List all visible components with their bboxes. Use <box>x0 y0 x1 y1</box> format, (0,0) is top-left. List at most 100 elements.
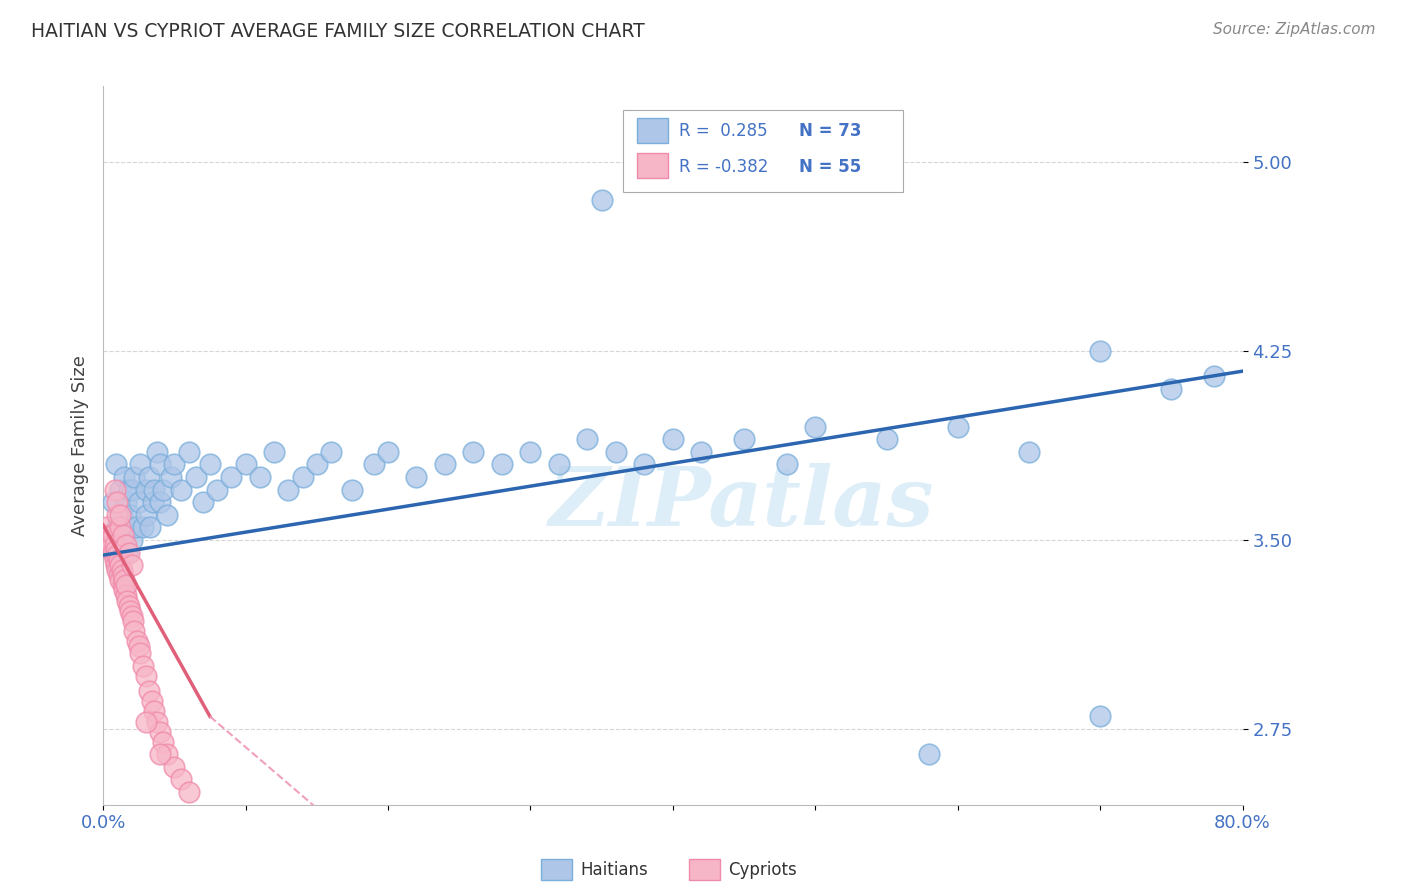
Point <box>605 445 627 459</box>
Point <box>121 608 143 623</box>
Point <box>110 520 132 534</box>
Point <box>149 747 172 762</box>
Point <box>876 432 898 446</box>
Point <box>110 558 132 573</box>
Point <box>1018 445 1040 459</box>
Point <box>277 483 299 497</box>
Point <box>111 563 134 577</box>
Point <box>918 747 941 762</box>
Text: Cypriots: Cypriots <box>728 861 797 879</box>
Point <box>105 563 128 577</box>
Point <box>221 470 243 484</box>
Point <box>135 508 157 522</box>
Point <box>107 553 129 567</box>
Point <box>104 543 127 558</box>
Point <box>305 458 328 472</box>
Point <box>115 538 138 552</box>
Point <box>124 470 146 484</box>
Point <box>120 508 142 522</box>
Point <box>96 520 118 534</box>
Point <box>156 508 179 522</box>
Point <box>103 553 125 567</box>
Point <box>198 458 221 472</box>
Point <box>118 520 141 534</box>
Point <box>548 458 571 472</box>
Point <box>105 520 128 534</box>
Point <box>104 558 127 573</box>
Point <box>146 714 169 729</box>
Point <box>405 470 427 484</box>
Point <box>100 538 122 552</box>
Text: HAITIAN VS CYPRIOT AVERAGE FAMILY SIZE CORRELATION CHART: HAITIAN VS CYPRIOT AVERAGE FAMILY SIZE C… <box>31 22 645 41</box>
Point <box>117 593 139 607</box>
Point <box>149 495 172 509</box>
Text: N = 55: N = 55 <box>799 158 860 176</box>
Point <box>576 432 599 446</box>
Point <box>115 589 138 603</box>
Point <box>235 458 257 472</box>
Point <box>112 578 135 592</box>
Point <box>249 470 271 484</box>
Point <box>122 614 145 628</box>
Point <box>135 669 157 683</box>
Point <box>291 470 314 484</box>
Point <box>118 483 141 497</box>
Point <box>433 458 456 472</box>
Point <box>263 445 285 459</box>
Point <box>141 694 163 708</box>
Text: Source: ZipAtlas.com: Source: ZipAtlas.com <box>1212 22 1375 37</box>
Point <box>319 445 342 459</box>
Point <box>149 458 172 472</box>
Point <box>128 639 150 653</box>
Point <box>1088 344 1111 359</box>
Point <box>114 583 136 598</box>
Point <box>146 445 169 459</box>
Point <box>101 546 124 560</box>
Point <box>342 483 364 497</box>
Point <box>152 734 174 748</box>
Point <box>804 419 827 434</box>
Point <box>103 538 125 552</box>
Y-axis label: Average Family Size: Average Family Size <box>72 355 89 536</box>
Point <box>1204 369 1226 384</box>
Point <box>135 714 157 729</box>
Point <box>105 508 128 522</box>
Point <box>1160 382 1182 396</box>
Point <box>152 483 174 497</box>
Point <box>633 458 655 472</box>
Point <box>135 483 157 497</box>
Point <box>105 548 128 562</box>
Point <box>776 458 799 472</box>
Point <box>129 458 152 472</box>
Point <box>129 647 152 661</box>
Point <box>114 520 136 534</box>
Point <box>98 533 121 547</box>
Point <box>117 546 139 560</box>
Point <box>377 445 399 459</box>
Text: R =  0.285: R = 0.285 <box>679 122 768 140</box>
Point <box>143 705 166 719</box>
Point <box>1088 709 1111 723</box>
Text: R = -0.382: R = -0.382 <box>679 158 769 176</box>
Point <box>107 568 129 582</box>
Point <box>112 568 135 582</box>
Point <box>121 533 143 547</box>
Point <box>205 483 228 497</box>
Point <box>105 558 128 573</box>
Point <box>463 445 485 459</box>
Point <box>733 432 755 446</box>
Point <box>138 684 160 698</box>
Point <box>121 483 143 497</box>
Point <box>124 624 146 638</box>
Point <box>112 533 135 547</box>
Point <box>163 760 186 774</box>
Point <box>128 495 150 509</box>
Point <box>177 445 200 459</box>
Point <box>591 193 613 207</box>
Point <box>103 546 125 560</box>
Point <box>363 458 385 472</box>
Point <box>114 574 136 588</box>
Point <box>177 785 200 799</box>
Point <box>160 470 183 484</box>
Point <box>103 483 125 497</box>
